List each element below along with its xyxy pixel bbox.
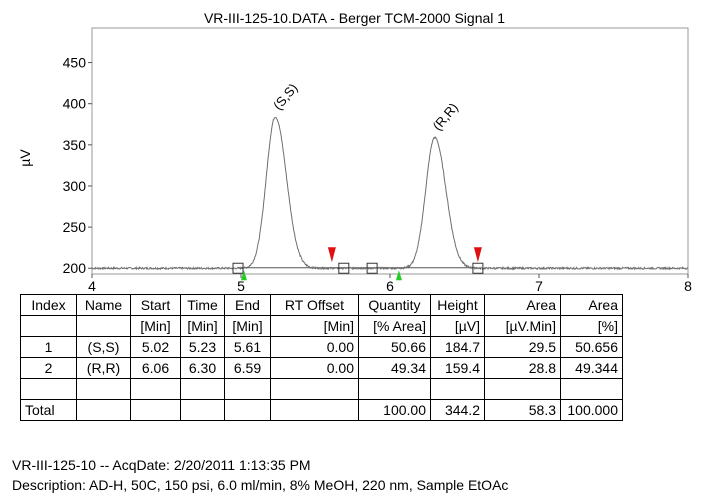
table-cell: [% Area]	[358, 315, 431, 337]
table-row	[20, 378, 623, 400]
table-cell	[76, 378, 131, 400]
table-cell: (R,R)	[76, 357, 131, 379]
table-cell: 0.00	[270, 336, 359, 358]
table-cell: End	[224, 294, 271, 316]
table-cell: 6.59	[224, 357, 271, 379]
x-tick-label: 5	[237, 278, 245, 294]
peak-start-marker	[240, 270, 247, 281]
table-cell: 1	[20, 336, 77, 358]
table-cell: Index	[20, 294, 77, 316]
y-tick-label: 400	[63, 96, 87, 112]
table-cell: 5.61	[224, 336, 271, 358]
table-cell	[430, 378, 485, 400]
table-cell: [Min]	[270, 315, 359, 337]
table-cell: [µV]	[430, 315, 485, 337]
table-cell	[130, 378, 181, 400]
table-cell: [Min]	[180, 315, 225, 337]
plot-frame	[91, 27, 689, 275]
table-cell: 0.00	[270, 357, 359, 379]
table-cell	[224, 399, 271, 421]
table-cell	[76, 315, 131, 337]
table-cell: 49.34	[358, 357, 431, 379]
table-cell	[130, 399, 181, 421]
table-cell: 5.23	[180, 336, 225, 358]
x-tick-label: 4	[88, 278, 96, 294]
chart-title: VR-III-125-10.DATA - Berger TCM-2000 Sig…	[203, 10, 506, 26]
y-tick-label: 450	[63, 55, 87, 71]
table-cell: (S,S)	[76, 336, 131, 358]
results-table: Index Name Start Time End RT Offset Quantity He…	[20, 294, 623, 421]
table-cell: 100.000	[560, 399, 623, 421]
table-cell: Area	[560, 294, 623, 316]
table-cell: 28.8	[484, 357, 561, 379]
peak-label: (R,R)	[430, 100, 461, 133]
table-cell: Start	[130, 294, 181, 316]
peak-end-marker	[473, 247, 482, 263]
y-tick-label: 200	[63, 260, 87, 276]
x-tick-label: 7	[535, 278, 543, 294]
table-cell	[224, 378, 271, 400]
table-cell	[180, 378, 225, 400]
table-row: 1 (S,S) 5.02 5.23 5.61 0.00 50.66 184.7 29.5 50.6…	[20, 336, 623, 358]
table-cell: 6.06	[130, 357, 181, 379]
table-cell: Total	[20, 399, 77, 421]
table-cell: Time	[180, 294, 225, 316]
table-cell	[180, 399, 225, 421]
table-row: 2 (R,R) 6.06 6.30 6.59 0.00 49.34 159.4 28.8 49.3…	[20, 357, 623, 379]
table-cell: 344.2	[430, 399, 485, 421]
y-tick-label: 250	[63, 219, 87, 235]
table-cell: [%]	[560, 315, 623, 337]
table-units-row: [Min] [Min] [Min] [Min] [% Area] [µV] [µV.Min]…	[20, 315, 623, 337]
table-cell: 49.344	[560, 357, 623, 379]
table-header-row: Index Name Start Time End RT Offset Quantity He…	[20, 294, 623, 316]
table-cell: [µV.Min]	[484, 315, 561, 337]
table-cell: RT Offset	[270, 294, 359, 316]
y-tick-label: 350	[63, 137, 87, 153]
chromatogram-chart: µV 200 250 300 350 400 450 4 5 6 7 8 (S,S) (R,R)	[17, 27, 692, 294]
peak-end-marker	[327, 247, 336, 263]
table-cell: [Min]	[130, 315, 181, 337]
table-cell	[560, 378, 623, 400]
table-cell: 159.4	[430, 357, 485, 379]
table-cell	[358, 378, 431, 400]
chart-layer: (S,S) (R,R)	[91, 80, 689, 281]
acquisition-info: VR-III-125-10 -- AcqDate: 2/20/2011 1:13…	[12, 457, 311, 473]
table-cell: Area	[484, 294, 561, 316]
table-row: Total 100.00 344.2 58.3 100.000	[20, 399, 623, 421]
table-cell: 2	[20, 357, 77, 379]
table-cell: 5.02	[130, 336, 181, 358]
method-description: Description: AD-H, 50C, 150 psi, 6.0 ml/…	[12, 477, 509, 493]
table-cell	[270, 378, 359, 400]
table-cell: 58.3	[484, 399, 561, 421]
table-cell: Quantity	[358, 294, 431, 316]
table-cell	[484, 378, 561, 400]
table-cell: 184.7	[430, 336, 485, 358]
y-tick-label: 300	[63, 178, 87, 194]
peak-label: (S,S)	[270, 80, 301, 112]
integration-box	[232, 262, 244, 274]
table-cell	[76, 399, 131, 421]
integration-box	[338, 262, 350, 274]
table-cell: 6.30	[180, 357, 225, 379]
y-axis-label: µV	[17, 149, 33, 167]
integration-box	[366, 262, 378, 274]
table-cell	[270, 399, 359, 421]
x-tick-label: 6	[386, 278, 394, 294]
table-cell	[20, 315, 77, 337]
x-axis-ticks: 4 5 6 7 8	[88, 274, 692, 294]
y-axis-ticks: 200 250 300 350 400 450	[63, 55, 92, 276]
integration-box	[472, 262, 484, 274]
table-cell: [Min]	[224, 315, 271, 337]
table-cell: 29.5	[484, 336, 561, 358]
table-cell: 50.656	[560, 336, 623, 358]
peak-start-marker	[395, 270, 402, 281]
table-cell: Name	[76, 294, 131, 316]
signal-trace	[91, 116, 689, 271]
table-cell: 100.00	[358, 399, 431, 421]
x-tick-label: 8	[684, 278, 692, 294]
table-cell	[20, 378, 77, 400]
table-cell: Height	[430, 294, 485, 316]
table-cell: 50.66	[358, 336, 431, 358]
